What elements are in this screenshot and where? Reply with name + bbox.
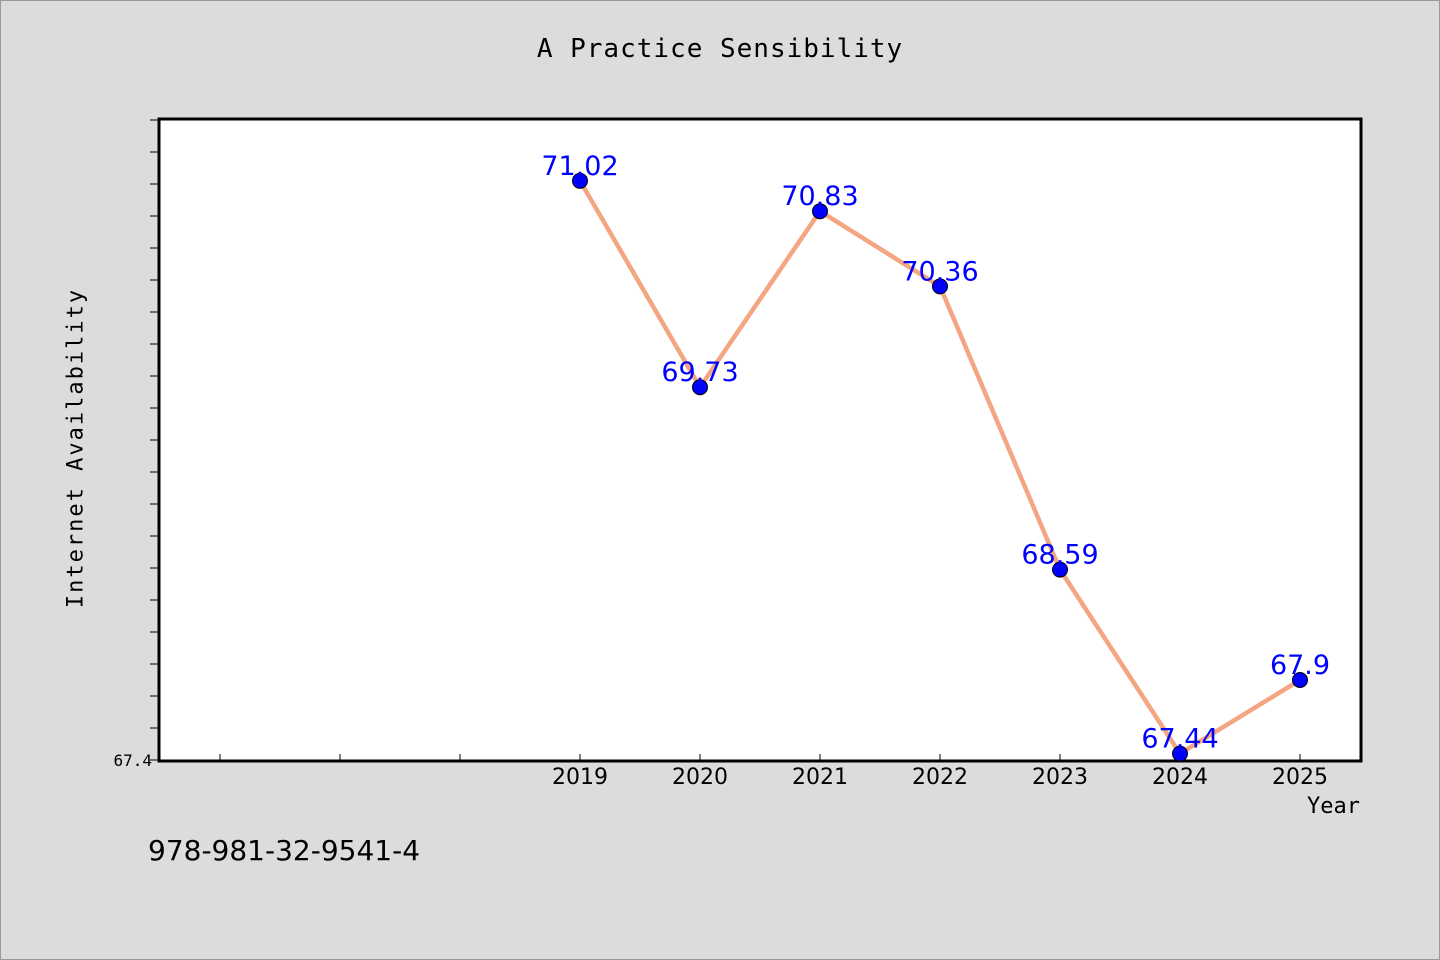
data-point <box>1052 561 1068 578</box>
x-tick-label: 2023 <box>1032 765 1088 790</box>
plot-area <box>157 117 1363 763</box>
data-label: 67.9 <box>1270 650 1330 681</box>
series-layer <box>572 172 1308 762</box>
data-point <box>572 172 588 189</box>
x-tick-label: 2020 <box>672 765 728 790</box>
data-point <box>1172 745 1188 762</box>
x-tick-label: 2019 <box>552 765 608 790</box>
data-point <box>692 379 708 396</box>
data-label: 68.59 <box>1021 540 1098 571</box>
x-axis-ticks: 2019 2020 2021 2022 2023 2024 2025 <box>219 754 1328 790</box>
x-axis-label: Year <box>1307 794 1360 819</box>
data-labels-layer: 71.02 69.73 70.83 70.36 68.59 67.44 67.9 <box>541 151 1330 755</box>
x-tick-label: 2024 <box>1152 765 1208 790</box>
isbn-text: 978-981-32-9541-4 <box>148 834 421 867</box>
data-label: 67.44 <box>1141 724 1218 755</box>
x-tick-label: 2025 <box>1272 765 1328 790</box>
data-point <box>1292 672 1308 688</box>
x-tick-label: 2022 <box>912 765 968 790</box>
data-label: 69.73 <box>661 357 738 388</box>
data-label: 70.36 <box>901 256 978 287</box>
x-tick-label: 2021 <box>792 765 848 790</box>
y-tick-label: 67.4 <box>113 751 152 770</box>
y-axis-ticks: 67.4 <box>113 119 160 770</box>
data-point <box>812 203 828 220</box>
data-label: 71.02 <box>541 151 618 182</box>
data-point <box>932 278 948 295</box>
data-label: 70.83 <box>781 181 858 212</box>
chart-title: A Practice Sensibility <box>536 34 904 64</box>
